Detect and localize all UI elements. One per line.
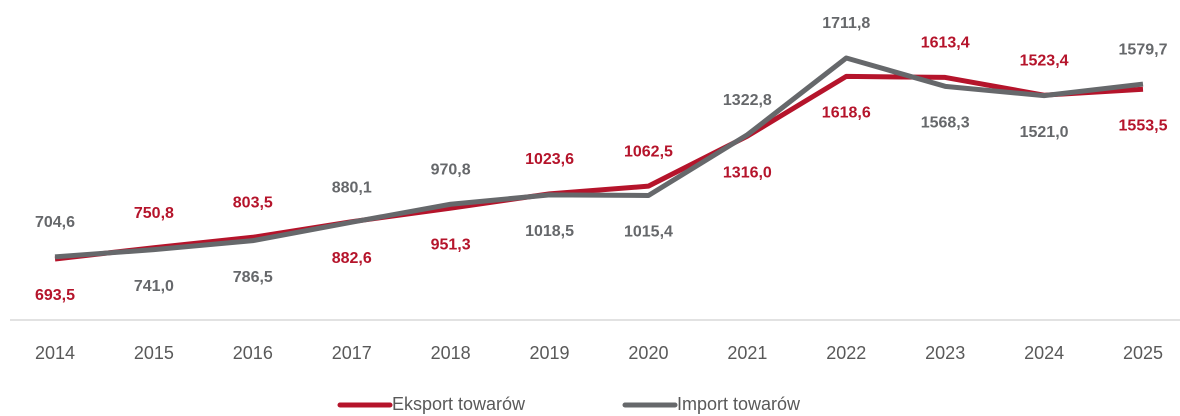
legend-label: Eksport towarów [392,394,526,414]
data-label: 786,5 [233,269,273,286]
data-label: 803,5 [233,195,273,212]
series-line [54,73,1144,262]
x-tick-label: 2015 [134,343,174,363]
data-label: 880,1 [332,179,372,196]
data-label: 1523,4 [1020,52,1069,69]
data-label: 1579,7 [1119,41,1168,58]
data-label: 750,8 [134,205,174,222]
data-label: 970,8 [431,161,471,178]
data-label: 951,3 [431,236,471,253]
data-label: 693,5 [35,287,75,304]
x-tick-label: 2022 [826,343,866,363]
x-tick-label: 2024 [1024,343,1064,363]
data-label: 1023,6 [525,151,574,168]
data-label: 1018,5 [525,223,574,240]
x-tick-label: 2023 [925,343,965,363]
x-tick-label: 2016 [233,343,273,363]
data-label: 741,0 [134,278,174,295]
x-tick-label: 2017 [332,343,372,363]
data-label: 1521,0 [1020,124,1069,141]
data-label: 1613,4 [921,35,970,52]
legend-label: Import towarów [677,394,801,414]
x-tick-label: 2021 [727,343,767,363]
x-tick-label: 2020 [628,343,668,363]
x-tick-label: 2019 [530,343,570,363]
data-label: 1316,0 [723,164,772,181]
data-label: 1062,5 [624,143,673,160]
x-tick-label: 2014 [35,343,75,363]
data-label: 704,6 [35,214,75,231]
series-line [54,55,1144,260]
data-label: 1015,4 [624,224,673,241]
data-label: 1618,6 [822,105,871,122]
data-label: 1322,8 [723,92,772,109]
data-label: 1711,8 [822,15,870,32]
data-label: 882,6 [332,250,372,267]
data-label: 1568,3 [921,115,970,132]
x-tick-label: 2018 [431,343,471,363]
x-tick-label: 2025 [1123,343,1163,363]
data-label: 1553,5 [1119,117,1168,134]
